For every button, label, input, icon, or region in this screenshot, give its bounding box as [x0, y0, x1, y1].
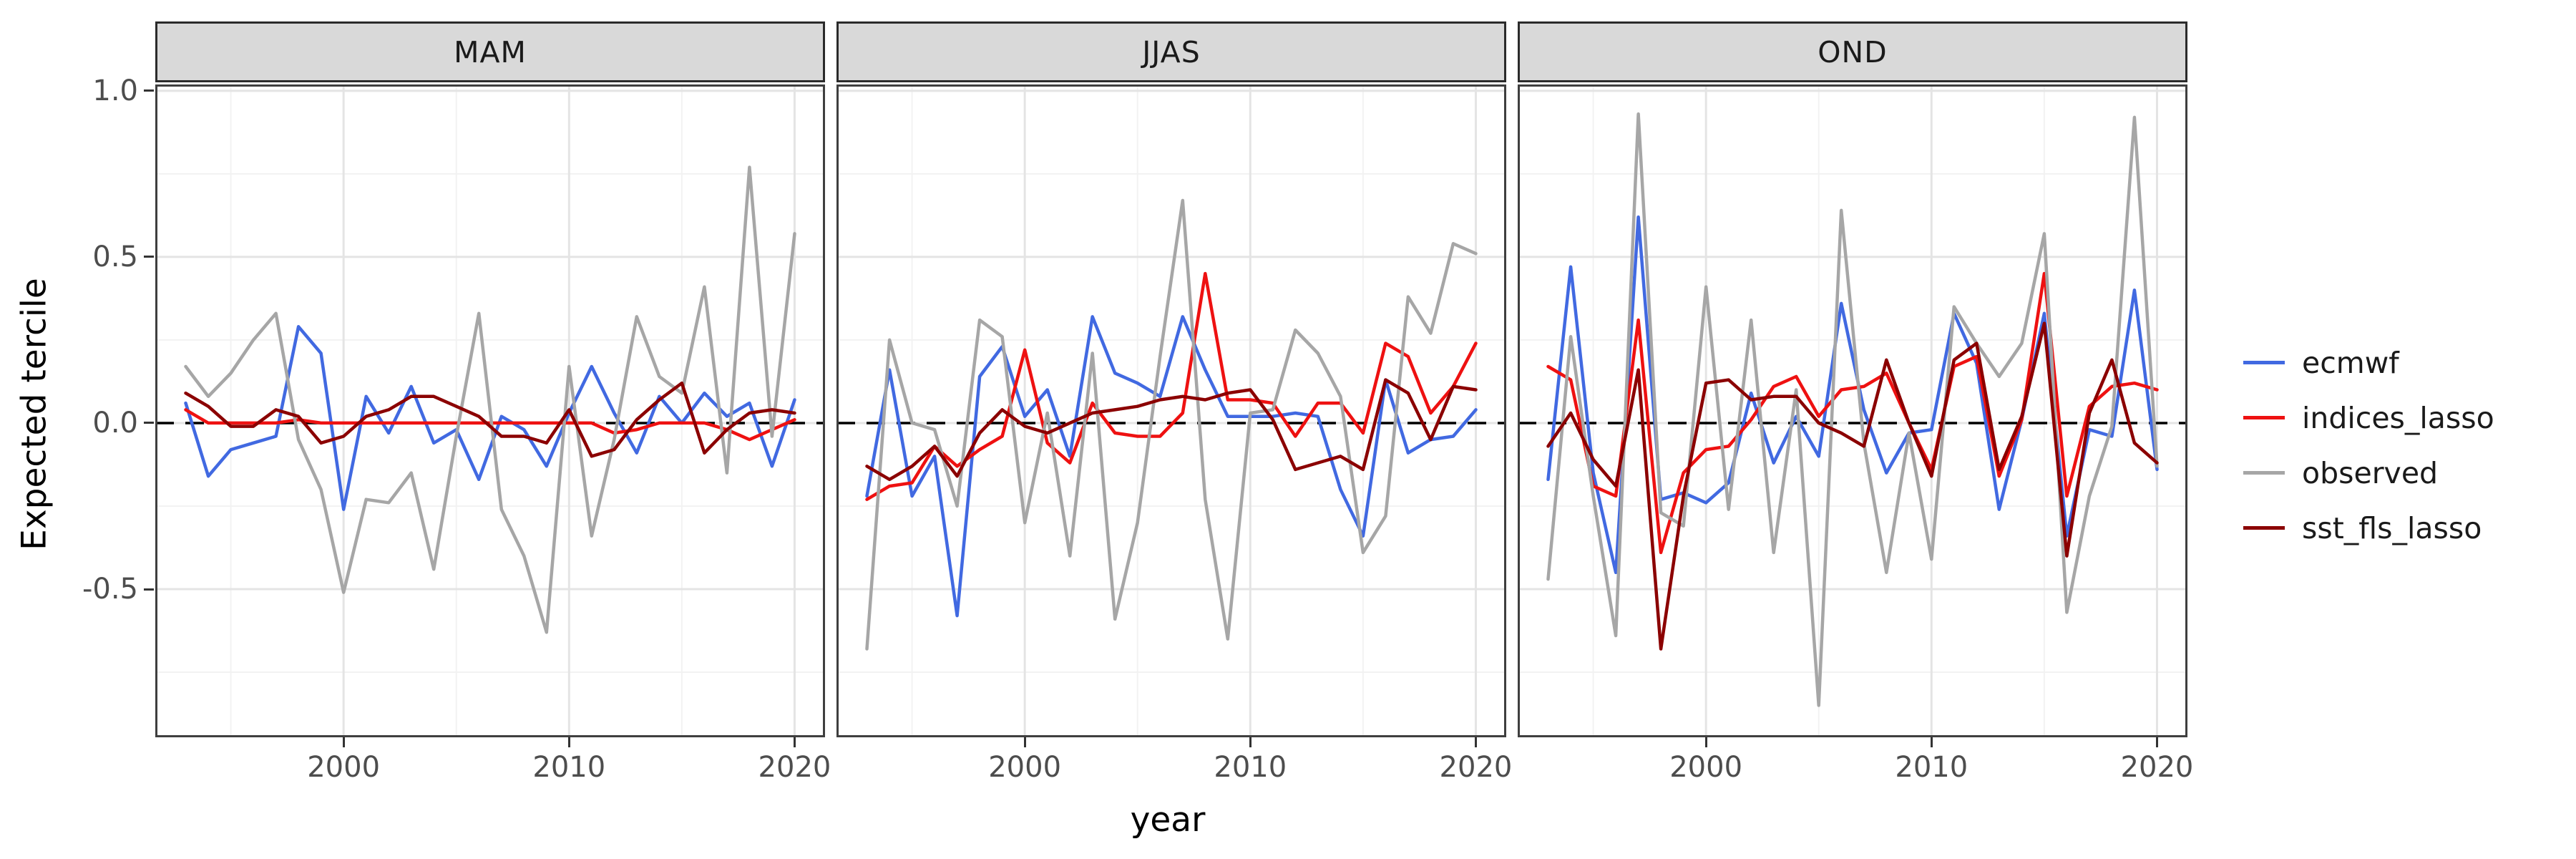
- y-tick-label: -0.5: [82, 573, 138, 606]
- series-line-sst_fls_lasso: [184, 381, 796, 458]
- legend-label: observed: [2302, 455, 2439, 490]
- panel-ond: [1518, 84, 2187, 737]
- panel-background: [836, 84, 1506, 737]
- observed-line-key-icon: [2243, 471, 2285, 475]
- panel-border: [155, 84, 825, 737]
- x-tick-mark: [793, 737, 796, 747]
- panel-border: [836, 84, 1506, 737]
- legend-label: sst_fls_lasso: [2302, 510, 2482, 545]
- y-tick-mark: [144, 89, 154, 92]
- y-tick-mark: [144, 588, 154, 591]
- sst-fls-lasso-line-key-icon: [2243, 526, 2285, 530]
- panel-border: [1518, 84, 2187, 737]
- x-tick-label: 2010: [1214, 751, 1287, 784]
- series-line-observed: [184, 165, 796, 634]
- series-line-sst_fls_lasso: [1546, 321, 2159, 651]
- legend-label: indices_lasso: [2302, 400, 2494, 435]
- ecmwf-line-key-icon: [2243, 361, 2285, 364]
- facet-strip-mam: MAM: [155, 21, 825, 82]
- legend-item-observed: observed: [2243, 445, 2494, 500]
- legend-item-ecmwf: ecmwf: [2243, 335, 2494, 390]
- x-tick-label: 2010: [1895, 751, 1968, 784]
- x-tick-label: 2010: [532, 751, 606, 784]
- x-tick-mark: [567, 737, 570, 747]
- x-axis-title: year: [1130, 800, 1206, 840]
- legend-item-indices-lasso: indices_lasso: [2243, 390, 2494, 445]
- x-tick-mark: [342, 737, 345, 747]
- facet-strip-label: JJAS: [1142, 34, 1201, 69]
- y-tick-label: 0.0: [92, 406, 138, 440]
- y-tick-label: 0.5: [92, 240, 138, 273]
- x-tick-mark: [2155, 737, 2158, 747]
- x-tick-label: 2020: [1439, 751, 1513, 784]
- x-tick-mark: [1474, 737, 1477, 747]
- x-tick-mark: [1930, 737, 1933, 747]
- series-line-sst_fls_lasso: [865, 378, 1478, 482]
- y-tick-mark: [144, 422, 154, 424]
- x-tick-label: 2000: [988, 751, 1062, 784]
- facet-strip-label: MAM: [454, 34, 527, 69]
- x-tick-label: 2000: [1669, 751, 1743, 784]
- facet-strip-jjas: JJAS: [836, 21, 1506, 82]
- legend-label: ecmwf: [2302, 345, 2399, 380]
- y-tick-mark: [144, 256, 154, 258]
- panel-mam: [155, 84, 825, 737]
- series-line-ecmwf: [865, 315, 1478, 618]
- x-tick-mark: [1249, 737, 1252, 747]
- legend-item-sst-fls-lasso: sst_fls_lasso: [2243, 500, 2494, 555]
- facet-strip-ond: OND: [1518, 21, 2187, 82]
- series-line-indices_lasso: [1546, 271, 2159, 555]
- x-tick-label: 2000: [307, 751, 381, 784]
- facet-strip-label: OND: [1818, 34, 1888, 69]
- x-tick-mark: [1023, 737, 1026, 747]
- x-tick-label: 2020: [2120, 751, 2194, 784]
- panel-jjas: [836, 84, 1506, 737]
- y-tick-label: 1.0: [92, 74, 138, 107]
- indices-lasso-line-key-icon: [2243, 416, 2285, 419]
- series-line-observed: [865, 198, 1478, 651]
- x-tick-mark: [1704, 737, 1707, 747]
- legend: ecmwf indices_lasso observed sst_fls_las…: [2243, 335, 2494, 555]
- x-tick-label: 2020: [758, 751, 831, 784]
- y-axis-title: Expected tercile: [14, 278, 54, 550]
